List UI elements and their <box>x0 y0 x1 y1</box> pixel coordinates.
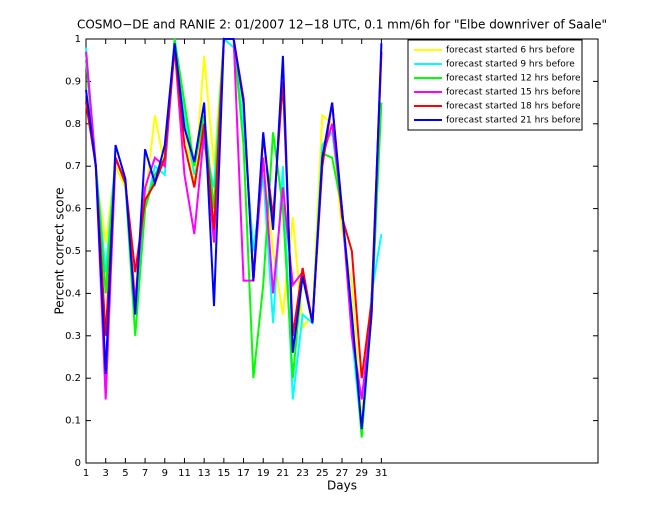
x-tick-label: 19 <box>257 468 270 479</box>
legend-label: forecast started 6 hrs before <box>446 46 575 56</box>
legend-label: forecast started 15 hrs before <box>446 88 581 98</box>
y-tick-label: 0.4 <box>65 288 81 299</box>
y-tick-label: 0.1 <box>65 416 81 427</box>
x-tick-label: 31 <box>375 468 388 479</box>
y-tick-label: 0.7 <box>65 161 81 172</box>
x-tick-label: 5 <box>122 468 128 479</box>
x-tick-label: 15 <box>217 468 230 479</box>
legend-label: forecast started 21 hrs before <box>446 116 581 126</box>
x-axis-label: Days <box>327 479 357 493</box>
x-tick-label: 11 <box>178 468 191 479</box>
x-tick-label: 7 <box>142 468 148 479</box>
x-tick-label: 29 <box>355 468 368 479</box>
y-tick-label: 0.9 <box>65 76 81 87</box>
y-tick-label: 0.6 <box>65 204 81 215</box>
y-tick-label: 1 <box>75 34 81 45</box>
x-tick-label: 3 <box>103 468 109 479</box>
y-tick-label: 0 <box>75 458 81 469</box>
y-tick-label: 0.5 <box>65 246 81 257</box>
x-tick-label: 27 <box>336 468 349 479</box>
chart-title: COSMO−DE and RANIE 2: 01/2007 12−18 UTC,… <box>77 18 607 32</box>
data-line <box>85 38 383 430</box>
x-tick-label: 23 <box>296 468 309 479</box>
x-tick-label: 21 <box>277 468 290 479</box>
x-tick-label: 25 <box>316 468 329 479</box>
x-tick-label: 1 <box>83 468 89 479</box>
y-axis-label: Percent correct score <box>53 187 67 314</box>
legend-label: forecast started 18 hrs before <box>446 102 581 112</box>
x-tick-label: 9 <box>162 468 168 479</box>
y-tick-label: 0.3 <box>65 331 81 342</box>
legend-box <box>407 39 583 131</box>
y-tick-label: 0.8 <box>65 119 81 130</box>
x-tick-label: 13 <box>198 468 211 479</box>
legend-label: forecast started 9 hrs before <box>446 60 575 70</box>
x-tick-label: 17 <box>237 468 250 479</box>
y-tick-label: 0.2 <box>65 373 81 384</box>
legend-label: forecast started 12 hrs before <box>446 74 581 84</box>
